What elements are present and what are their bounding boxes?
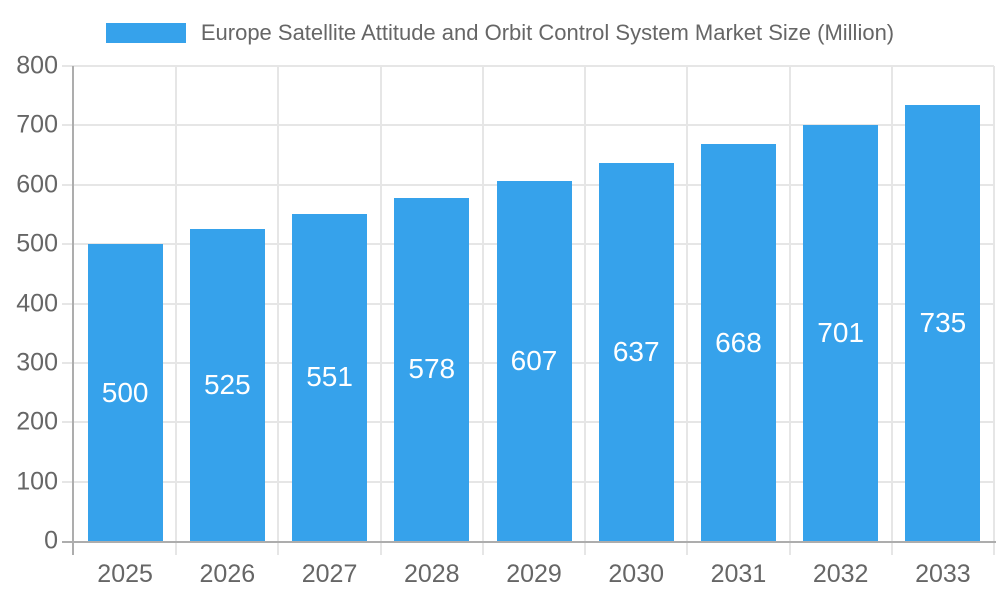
x-axis-tick-6 bbox=[686, 543, 689, 555]
x-axis-label-2031: 2031 bbox=[710, 560, 767, 588]
bar-2028[interactable] bbox=[394, 197, 470, 541]
gridline-x-boundary-4 bbox=[481, 66, 484, 541]
gridline-x-boundary-1 bbox=[175, 66, 178, 541]
x-axis-tick-4 bbox=[481, 543, 484, 555]
x-axis-label-2032: 2032 bbox=[812, 560, 869, 588]
bar-2032[interactable] bbox=[803, 124, 879, 541]
legend-label: Europe Satellite Attitude and Orbit Cont… bbox=[200, 20, 895, 45]
gridline-y-800 bbox=[62, 65, 994, 67]
x-axis-tick-1 bbox=[175, 543, 178, 555]
x-axis-line bbox=[62, 541, 996, 543]
y-axis-tick-label-100: 100 bbox=[16, 467, 58, 496]
y-axis-tick-label-700: 700 bbox=[16, 110, 58, 139]
x-axis-tick-7 bbox=[788, 543, 791, 555]
gridline-x-boundary-7 bbox=[788, 66, 791, 541]
gridline-x-boundary-5 bbox=[584, 66, 587, 541]
y-axis-tick-label-800: 800 bbox=[16, 51, 58, 80]
x-axis-tick-2 bbox=[277, 543, 280, 555]
y-axis-tick-label-400: 400 bbox=[16, 289, 58, 317]
x-axis-tick-8 bbox=[890, 543, 893, 555]
chart-legend[interactable]: Europe Satellite Attitude and Orbit Cont… bbox=[0, 14, 1000, 52]
x-axis-tick-3 bbox=[379, 543, 382, 555]
x-axis-label-2025: 2025 bbox=[97, 560, 153, 588]
y-axis-tick-label-500: 500 bbox=[16, 229, 58, 258]
bar-2025[interactable] bbox=[87, 244, 163, 541]
bar-2030[interactable] bbox=[598, 162, 674, 541]
x-axis-label-2030: 2030 bbox=[608, 560, 665, 588]
x-axis-label-2033: 2033 bbox=[915, 560, 971, 588]
y-axis-tick-label-200: 200 bbox=[16, 407, 58, 436]
legend-swatch-icon bbox=[105, 23, 186, 43]
gridline-x-boundary-3 bbox=[379, 66, 382, 541]
bar-2026[interactable] bbox=[189, 229, 265, 541]
gridline-y-700 bbox=[62, 124, 994, 127]
x-axis-label-2027: 2027 bbox=[301, 560, 358, 588]
bar-2027[interactable] bbox=[292, 213, 368, 541]
gridline-x-boundary-9 bbox=[993, 66, 995, 541]
bar-2029[interactable] bbox=[496, 180, 572, 541]
gridline-x-boundary-6 bbox=[686, 66, 689, 541]
gridline-x-boundary-2 bbox=[277, 66, 280, 541]
bar-2033[interactable] bbox=[905, 104, 981, 541]
gridline-x-boundary-8 bbox=[890, 66, 893, 541]
y-axis-line bbox=[72, 66, 74, 555]
y-axis-tick-label-600: 600 bbox=[16, 170, 58, 199]
x-axis-label-2029: 2029 bbox=[506, 560, 562, 588]
bar-2031[interactable] bbox=[700, 144, 776, 541]
y-axis-tick-label-0: 0 bbox=[44, 526, 58, 555]
x-axis-label-2026: 2026 bbox=[199, 560, 256, 588]
x-axis-tick-9 bbox=[993, 543, 995, 555]
y-axis-tick-label-300: 300 bbox=[16, 348, 58, 377]
x-axis-tick-5 bbox=[584, 543, 587, 555]
x-axis-label-2028: 2028 bbox=[403, 560, 460, 588]
